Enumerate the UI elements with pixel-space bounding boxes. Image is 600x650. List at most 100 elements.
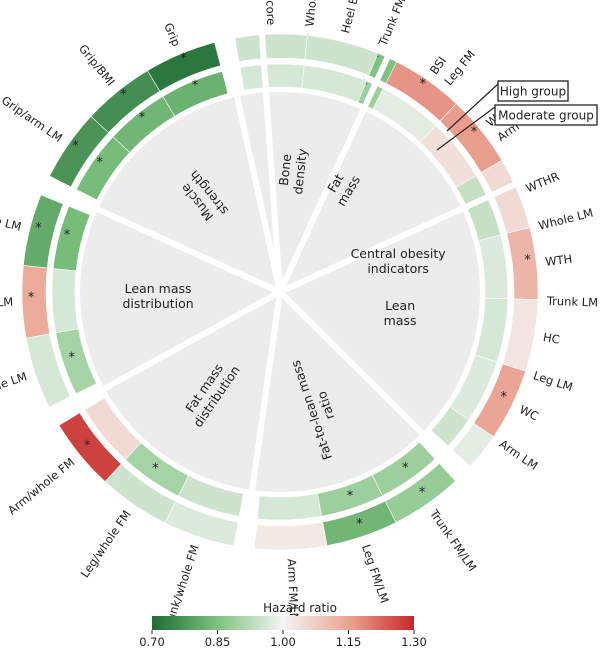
colorbar-title: Hazard ratio [263, 601, 337, 615]
item-label-heel-bmd: Heel BMD [338, 0, 365, 35]
item-label-whole-lm: Whole LM [537, 206, 595, 233]
colorbar: Hazard ratio 0.70 0.85 1.00 1.15 1.30 [139, 601, 427, 649]
significance-mark: * [139, 110, 146, 125]
sector-separator [41, 181, 282, 295]
item-label-whole-fm: Whole FM [302, 0, 322, 27]
cell-moderate-heel-bmd [301, 64, 367, 103]
cell-moderate-heel-bmd-t-score [239, 63, 305, 91]
sector-label-line: Lean mass [125, 281, 192, 296]
cell-high-arm-whole-lm [23, 194, 64, 269]
cell-high-arm-fm-lm [254, 521, 328, 551]
cell-moderate-hc [474, 297, 509, 363]
colorbar-tick-label: 1.00 [270, 635, 296, 649]
moderate-group-box [494, 104, 598, 126]
cell-high-wth [506, 227, 539, 300]
sector-label-line: mass [384, 313, 417, 328]
cell-high-grip [147, 42, 221, 92]
sector-separator [278, 181, 518, 295]
significance-mark: * [28, 291, 35, 306]
ring-legend: High group Moderate group [436, 80, 598, 151]
cell-moderate-grip [162, 71, 229, 117]
significance-mark: * [347, 489, 354, 504]
cell-high-heel-bmd-t-score [234, 33, 308, 62]
significance-mark: * [420, 77, 427, 92]
sector-label-lean-mass-distribution: Lean mass distribution [122, 281, 193, 311]
sector-label-bone-density: Bonedensity [275, 146, 310, 195]
significance-mark: * [501, 390, 508, 405]
moderate-group-leader [436, 106, 496, 151]
colorbar-tick-label: 1.15 [336, 635, 362, 649]
significance-mark: * [152, 462, 159, 477]
significance-mark: * [35, 221, 42, 236]
item-label-leg-fm: Leg FM [441, 47, 477, 88]
item-label-grip: Grip [161, 21, 183, 49]
significance-mark: * [97, 156, 104, 171]
item-label-heel-bmd-t-score: Heel BMD t-score [261, 0, 278, 25]
high-group-label: High group [500, 85, 566, 99]
colorbar-tick-label: 0.85 [205, 635, 231, 649]
item-label-trunk-fm-lm: Trunk FM/LM [426, 506, 479, 574]
sector-label-lean-mass: Lean mass [384, 298, 417, 328]
cell-high-leg-whole-lm [21, 265, 51, 339]
sector-label-central-obesity-indicators: Central obesity indicators [351, 246, 447, 276]
significance-mark: * [402, 461, 409, 476]
item-label-arm-whole-lm: Arm/whole LM [0, 200, 23, 233]
significance-mark: * [471, 125, 478, 140]
significance-mark: * [419, 485, 426, 500]
sector-separator [258, 32, 283, 293]
sector-separator [277, 54, 391, 294]
sector-label-line: density [290, 147, 310, 195]
sector-separators [41, 32, 518, 550]
cell-high-hc [502, 298, 539, 372]
significance-mark: * [64, 228, 71, 243]
item-label-arm-lm: Arm LM [497, 437, 541, 473]
item-label-trunk-whole-lm: Trunk/whole LM [0, 369, 29, 411]
sector-label-line: Central obesity [351, 246, 447, 261]
colorbar-gradient-bar [152, 616, 414, 630]
cell-moderate-wc [449, 354, 498, 421]
high-group-leader [446, 83, 499, 132]
cell-high-wc [473, 363, 526, 438]
significance-mark: * [72, 139, 79, 154]
item-label-grip-arm-lm: Grip/arm LM [0, 93, 65, 145]
item-label-hc: HC [542, 330, 561, 347]
item-label-leg-whole-fm: Leg/whole FM [78, 508, 134, 581]
sector-separator [240, 291, 283, 550]
item-label-wth: WTH [545, 252, 573, 269]
sector-label-line: distribution [122, 296, 193, 311]
cell-high-arm-whole-fm [58, 412, 122, 483]
significance-mark: * [524, 253, 531, 268]
significance-mark: * [356, 517, 363, 532]
significance-mark: * [68, 350, 75, 365]
significance-mark: * [84, 438, 91, 453]
cell-high-heel-bmd [304, 35, 379, 76]
item-label-arm-whole-fm: Arm/whole FM [5, 455, 77, 517]
item-label-trunk-lm: Trunk LM [546, 294, 599, 310]
cell-moderate-arm-whole-fm [84, 397, 142, 460]
cell-moderate-leg-whole-lm [51, 268, 79, 334]
significance-mark: * [192, 79, 199, 94]
item-label-wthr: WTHR [524, 169, 562, 195]
sector-separator [50, 289, 282, 420]
significance-mark: * [120, 87, 127, 102]
item-label-leg-whole-lm: Leg/whole LM [0, 295, 13, 312]
item-label-leg-fm-lm: Leg FM/LM [359, 543, 392, 605]
sector-separator [221, 37, 283, 293]
cell-moderate-arm-fm-lm [257, 493, 322, 521]
moderate-group-label: Moderate group [498, 109, 594, 123]
item-label-leg-lm: Leg LM [532, 368, 575, 394]
colorbar-tick-label: 0.70 [139, 635, 165, 649]
cell-moderate-arm-whole-lm [52, 205, 91, 272]
sector-label-line: Lean [385, 298, 415, 313]
high-group-box [497, 80, 569, 102]
item-label-arm-fm-lm: Arm FM/LM [285, 558, 302, 623]
cell-moderate-wth [478, 234, 509, 300]
significance-mark: * [180, 51, 187, 66]
colorbar-tick-label: 1.30 [401, 635, 427, 649]
sector-separator [277, 289, 467, 478]
sector-label-line: indicators [367, 261, 429, 276]
heatmap-cells: ************************** [21, 33, 539, 551]
item-label-grip-bmi: Grip/BMI [76, 42, 118, 89]
colorbar-ticks: 0.70 0.85 1.00 1.15 1.30 [139, 630, 427, 649]
